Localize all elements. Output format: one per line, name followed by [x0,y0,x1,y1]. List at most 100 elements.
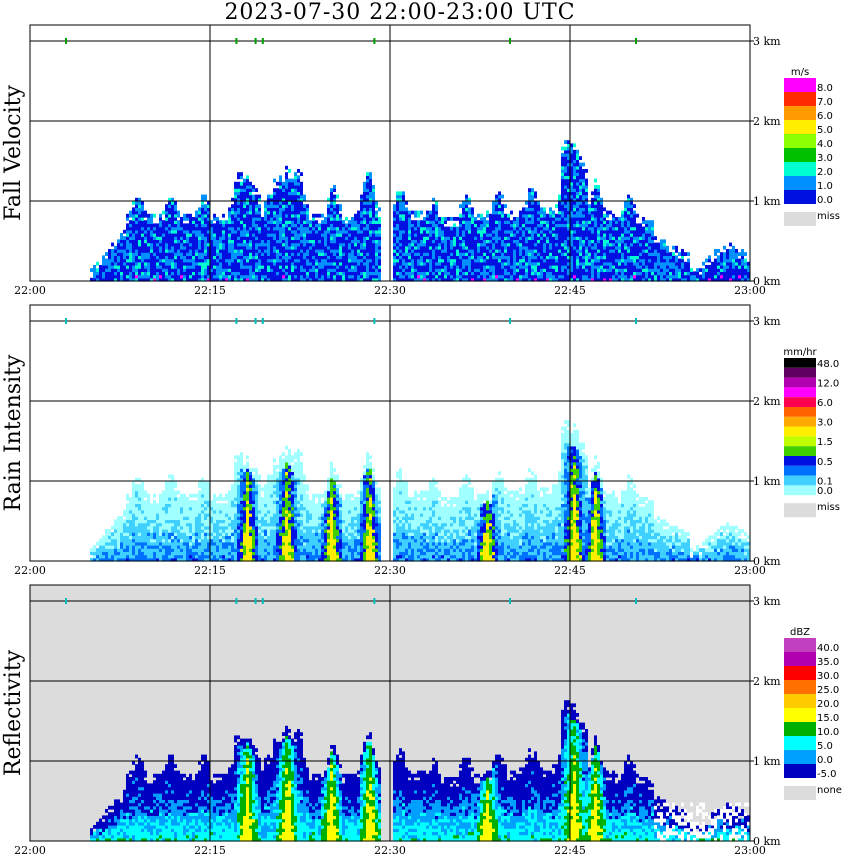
heatmap-cell [249,194,252,199]
heatmap-cell [297,265,300,269]
heatmap-cell [231,207,234,212]
heatmap-cell [246,185,249,189]
heatmap-cell [249,197,252,202]
heatmap-cell [609,220,612,224]
heatmap-cell [237,220,240,224]
heatmap-cell [138,268,141,272]
heatmap-cell [285,242,288,247]
heatmap-cell [153,239,156,244]
heatmap-cell [114,519,117,524]
heatmap-cell [147,220,150,224]
heatmap-cell [234,268,237,272]
heatmap-cell [300,265,303,269]
heatmap-cell [267,213,270,218]
heatmap-cell [135,220,138,224]
heatmap-cell [189,261,192,266]
heatmap-cell [213,213,216,218]
heatmap-cell [210,229,213,234]
heatmap-cell [207,268,210,272]
heatmap-cell [249,274,252,279]
heatmap-cell [258,204,261,208]
heatmap-cell [276,220,279,224]
heatmap-cell [174,236,177,240]
heatmap-cell [246,178,249,183]
heatmap-cell [156,233,159,237]
heatmap-cell [309,271,312,276]
heatmap-cell [258,226,261,231]
heatmap-cell [246,226,249,231]
heatmap-cell [255,268,258,272]
heatmap-cell [222,249,225,253]
legend-label: 7.0 [817,97,833,108]
heatmap-cell [294,236,297,240]
heatmap-cell [270,194,273,199]
heatmap-cell [267,194,270,199]
heatmap-cell [231,210,234,215]
heatmap-cell [156,239,159,244]
heatmap-cell [309,274,312,279]
heatmap-cell [309,245,312,250]
heatmap-cell [219,245,222,250]
heatmap-cell [183,268,186,272]
heatmap-cell [159,213,162,218]
heatmap-cell [243,226,246,231]
heatmap-cell [297,268,300,272]
heatmap-cell [219,261,222,266]
heatmap-cell [291,191,294,196]
heatmap-cell [285,249,288,253]
heatmap-cell [210,242,213,247]
heatmap-cell [168,274,171,279]
heatmap-cell [237,258,240,263]
heatmap-cell [267,207,270,212]
heatmap-cell [300,191,303,196]
heatmap-cell [195,210,198,215]
heatmap-cell [171,239,174,244]
heatmap-cell [231,197,234,202]
heatmap-cell [105,265,108,269]
heatmap-cell [294,239,297,244]
heatmap-cell [174,220,177,224]
heatmap-cell [264,217,267,221]
heatmap-cell [294,252,297,256]
heatmap-cell [120,271,123,276]
heatmap-cell [273,207,276,212]
heatmap-cell [105,258,108,263]
heatmap-cell [132,255,135,260]
heatmap-cell [168,210,171,215]
heatmap-cell [261,265,264,269]
heatmap-cell [249,188,252,192]
heatmap-cell [189,233,192,237]
heatmap-cell [225,277,228,282]
heatmap-cell [201,197,204,202]
heatmap-cell [219,229,222,234]
heatmap-cell [132,229,135,234]
heatmap-cell [276,197,279,202]
heatmap-cell [243,223,246,228]
heatmap-cell [222,252,225,256]
heatmap-cell [273,204,276,208]
heatmap-cell [177,255,180,260]
heatmap-cell [156,258,159,263]
heatmap-cell [675,245,678,250]
heatmap-cell [249,236,252,240]
heatmap-cell [309,226,312,231]
heatmap-cell [279,223,282,228]
heatmap-cell [303,194,306,199]
heatmap-cell [195,239,198,244]
heatmap-cell [132,268,135,272]
heatmap-cell [327,204,330,208]
heatmap-cell [237,197,240,202]
heatmap-cell [168,217,171,221]
heatmap-cell [192,255,195,260]
heatmap-cell [264,252,267,256]
heatmap-cell [141,268,144,272]
heatmap-cell [633,204,636,208]
heatmap-cell [276,194,279,199]
heatmap-cell [138,204,141,208]
heatmap-cell [210,268,213,272]
heatmap-cell [294,274,297,279]
heatmap-cell [186,255,189,260]
heatmap-cell [111,268,114,272]
heatmap-cell [126,213,129,218]
